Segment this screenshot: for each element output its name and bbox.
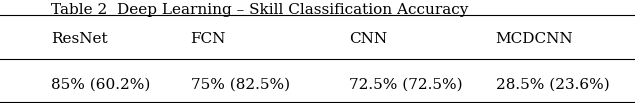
Text: ResNet: ResNet xyxy=(51,32,108,46)
Text: 72.5% (72.5%): 72.5% (72.5%) xyxy=(349,77,463,91)
Text: MCDCNN: MCDCNN xyxy=(495,32,573,46)
Text: 28.5% (23.6%): 28.5% (23.6%) xyxy=(495,77,609,91)
Text: 85% (60.2%): 85% (60.2%) xyxy=(51,77,150,91)
Text: CNN: CNN xyxy=(349,32,388,46)
Text: 75% (82.5%): 75% (82.5%) xyxy=(191,77,290,91)
Text: FCN: FCN xyxy=(191,32,226,46)
Text: Table 2  Deep Learning – Skill Classification Accuracy: Table 2 Deep Learning – Skill Classifica… xyxy=(51,3,468,17)
